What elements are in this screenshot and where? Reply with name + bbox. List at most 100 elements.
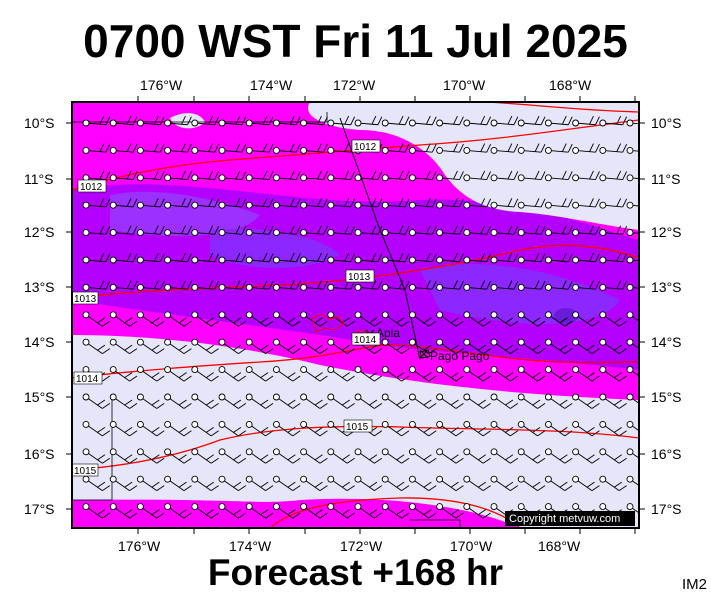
- wind-barb: [109, 420, 138, 437]
- wind-barb: [218, 475, 247, 492]
- wind-barb: [300, 448, 328, 464]
- wind-barb: [82, 448, 111, 464]
- lat-label-left: 14°S: [24, 334, 55, 350]
- wind-barb: [300, 115, 328, 127]
- wind-barb: [599, 420, 627, 437]
- isobar-label: 1012: [354, 142, 377, 153]
- wind-barb: [109, 115, 138, 127]
- wind-barb: [572, 366, 600, 382]
- wind-barb: [517, 311, 546, 327]
- wind-barb: [272, 338, 301, 355]
- isobar-label: 1014: [354, 335, 377, 346]
- wind-barb: [436, 143, 464, 154]
- wind-barb: [245, 170, 274, 182]
- wind-barb: [436, 338, 464, 355]
- wind-barb: [164, 311, 192, 327]
- wind-barb: [245, 338, 274, 355]
- wind-barb: [626, 119, 639, 127]
- wind-barb: [109, 475, 138, 492]
- lon-label-bottom: 172°W: [340, 538, 383, 554]
- wind-barb: [245, 198, 274, 209]
- wind-barb: [191, 280, 220, 291]
- wind-barb: [272, 252, 301, 264]
- lat-label-right: 15°S: [651, 389, 682, 405]
- wind-barb: [572, 280, 600, 291]
- wind-barb: [572, 420, 600, 437]
- wind-barb: [572, 475, 600, 492]
- wind-barb: [626, 146, 639, 154]
- wind-barb: [327, 338, 355, 355]
- wind-barb: [408, 393, 437, 409]
- wind-barb: [218, 311, 247, 327]
- wind-barb: [272, 503, 301, 519]
- wind-barb: [490, 475, 519, 492]
- isobar-label: 1015: [346, 422, 369, 433]
- wind-barb: [272, 115, 301, 127]
- wind-barb: [218, 252, 247, 264]
- wind-barb: [191, 420, 219, 437]
- wind-barb: [82, 280, 111, 291]
- lon-label-top: 176°W: [140, 77, 183, 93]
- wind-barb: [544, 448, 573, 464]
- wind-barb: [599, 393, 627, 409]
- wind-barb: [245, 448, 274, 464]
- wind-barb: [381, 475, 410, 492]
- wind-barb: [517, 448, 546, 464]
- wind-barb: [626, 283, 639, 291]
- wind-barb: [626, 229, 639, 237]
- wind-barb: [381, 225, 410, 237]
- wind-barb: [109, 393, 138, 409]
- wind-barb: [327, 115, 356, 127]
- wind-barb: [191, 115, 220, 127]
- wind-barb: [544, 143, 573, 154]
- grid-fragment-north: [72, 112, 328, 123]
- wind-barb: [136, 252, 165, 264]
- lat-label-left: 13°S: [24, 279, 55, 295]
- wind-barb: [572, 143, 600, 154]
- wind-barb: [599, 252, 628, 264]
- wind-barb: [327, 311, 355, 327]
- wind-barb: [463, 143, 492, 154]
- wind-barb: [272, 366, 301, 382]
- heavy-rain-patch-1: [110, 191, 260, 237]
- wind-barb: [626, 174, 639, 182]
- wind-barb: [82, 338, 111, 355]
- wind-barb: [463, 198, 492, 209]
- dry-area-northeast: [308, 102, 639, 230]
- lat-label-right: 11°S: [651, 171, 680, 187]
- heavy-rain-patch-2: [210, 228, 340, 269]
- wind-barb: [599, 366, 627, 382]
- wind-barb: [436, 198, 464, 209]
- wind-barb: [381, 252, 410, 264]
- wind-barb: [136, 503, 165, 519]
- wind-barb: [436, 225, 464, 237]
- wind-barb: [191, 311, 219, 327]
- wind-barb: [109, 252, 138, 264]
- wind-barb: [408, 366, 437, 382]
- wind-barb: [408, 420, 437, 437]
- wind-barb: [354, 198, 383, 209]
- wind-barb: [191, 143, 220, 154]
- wind-barb: [272, 448, 301, 464]
- wind-barb: [300, 420, 328, 437]
- wind-barb: [300, 225, 328, 237]
- wind-barb: [245, 366, 274, 382]
- wind-barb: [490, 198, 519, 209]
- wind-barb: [517, 393, 546, 409]
- wind-barb: [272, 475, 301, 492]
- wind-barb: [82, 252, 111, 264]
- wind-barb: [245, 115, 274, 127]
- wind-barb: [544, 170, 573, 182]
- wind-barb: [544, 311, 573, 327]
- wind-barb: [436, 252, 464, 264]
- wind-barb: [354, 170, 383, 182]
- wind-barb: [272, 170, 301, 182]
- wind-barb: [408, 280, 437, 291]
- lat-label-left: 12°S: [24, 224, 55, 240]
- wind-barb: [354, 448, 383, 464]
- wind-barb: [381, 311, 410, 327]
- wind-barb: [300, 252, 328, 264]
- wind-barb: [218, 503, 247, 519]
- wind-barb: [218, 393, 247, 409]
